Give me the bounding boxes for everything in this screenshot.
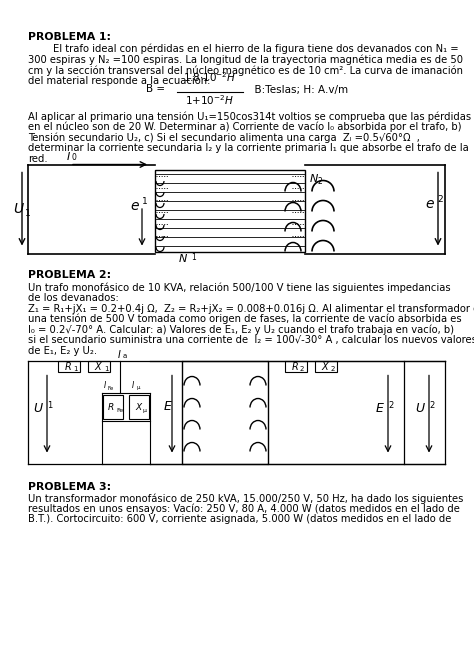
Text: I: I	[104, 381, 106, 391]
Text: U: U	[13, 202, 23, 216]
Text: X: X	[322, 362, 328, 372]
Text: Un trafo monofásico de 10 KVA, relación 500/100 V tiene las siguientes impedanci: Un trafo monofásico de 10 KVA, relación …	[28, 283, 451, 293]
Text: E: E	[376, 403, 384, 415]
Text: resultados en unos ensayos: Vacío: 250 V, 80 A, 4.000 W (datos medidos en el lad: resultados en unos ensayos: Vacío: 250 V…	[28, 504, 460, 515]
Text: I: I	[118, 350, 121, 360]
Text: E: E	[164, 401, 172, 413]
Text: determinar la corriente secundaria I₂ y la corriente primaria I₁ que absorbe el : determinar la corriente secundaria I₂ y …	[28, 143, 469, 153]
Text: N: N	[310, 174, 319, 184]
Text: μ: μ	[143, 408, 147, 413]
Text: 1: 1	[191, 253, 196, 261]
Text: de E₁, E₂ y U₂.: de E₁, E₂ y U₂.	[28, 346, 97, 356]
Text: si el secundario suministra una corriente de  I₂ = 100√-30° A , calcular los nue: si el secundario suministra una corrient…	[28, 335, 474, 345]
Text: PROBLEMA 1:: PROBLEMA 1:	[28, 32, 111, 42]
Text: El trafo ideal con pérdidas en el hierro de la figura tiene dos devanados con N₁: El trafo ideal con pérdidas en el hierro…	[28, 44, 459, 54]
Text: 1: 1	[142, 198, 148, 206]
Text: R: R	[108, 403, 114, 412]
Text: una tensión de 500 V tomada como origen de fases, la corriente de vacío absorbid: una tensión de 500 V tomada como origen …	[28, 314, 462, 324]
Text: I₀ = 0.2√-70° A. Calcular: a) Valores de E₁, E₂ y U₂ cuando el trafo trabaja en : I₀ = 0.2√-70° A. Calcular: a) Valores de…	[28, 324, 454, 335]
Text: e: e	[131, 199, 139, 213]
Text: a: a	[123, 354, 127, 360]
Text: Tensión secundario U₂, c) Si el secundario alimenta una carga  Zₗ =0.5√60°Ω  ,: Tensión secundario U₂, c) Si el secundar…	[28, 133, 420, 143]
Text: Z₁ = R₁+jX₁ = 0.2+0.4j Ω,  Z₂ = R₂+jX₂ = 0.008+0.016j Ω. Al alimentar el transfo: Z₁ = R₁+jX₁ = 0.2+0.4j Ω, Z₂ = R₂+jX₂ = …	[28, 304, 474, 314]
Text: 2: 2	[429, 401, 434, 409]
Text: Fe: Fe	[116, 408, 123, 413]
Text: B:Teslas; H: A.v/m: B:Teslas; H: A.v/m	[248, 84, 348, 94]
Text: 2: 2	[388, 401, 393, 409]
Text: 2: 2	[437, 196, 443, 204]
Text: U: U	[415, 403, 425, 415]
Text: R: R	[64, 362, 72, 372]
Text: N: N	[179, 255, 187, 265]
Text: R: R	[292, 362, 298, 372]
Text: PROBLEMA 2:: PROBLEMA 2:	[28, 271, 111, 281]
Text: I: I	[132, 381, 134, 391]
Text: 1: 1	[104, 366, 109, 372]
Text: X: X	[95, 362, 101, 372]
Text: PROBLEMA 3:: PROBLEMA 3:	[28, 482, 111, 492]
Text: red.: red.	[28, 153, 47, 163]
Text: X: X	[135, 403, 141, 412]
Text: I: I	[67, 153, 70, 163]
Text: U: U	[34, 403, 43, 415]
Text: 2: 2	[318, 177, 323, 186]
Text: 2: 2	[300, 366, 304, 372]
Text: B.T.). Cortocircuito: 600 V, corriente asignada, 5.000 W (datos medidos en el la: B.T.). Cortocircuito: 600 V, corriente a…	[28, 515, 451, 525]
Text: e: e	[426, 197, 434, 211]
Text: B =: B =	[146, 84, 165, 94]
Text: 0: 0	[72, 153, 77, 163]
Text: del material responde a la ecuación:: del material responde a la ecuación:	[28, 76, 210, 86]
Text: en el núcleo son de 20 W. Determinar a) Corriente de vacío I₀ absorbida por el t: en el núcleo son de 20 W. Determinar a) …	[28, 122, 462, 133]
Text: μ: μ	[137, 385, 140, 391]
Text: cm y la sección transversal del núcleo magnético es de 10 cm². La curva de imana: cm y la sección transversal del núcleo m…	[28, 65, 463, 76]
Text: Fe: Fe	[108, 385, 114, 391]
Text: 300 espiras y N₂ =100 espiras. La longitud de la trayectoria magnética media es : 300 espiras y N₂ =100 espiras. La longit…	[28, 54, 463, 65]
Text: Un transformador monofásico de 250 kVA, 15.000/250 V, 50 Hz, ha dado los siguien: Un transformador monofásico de 250 kVA, …	[28, 494, 464, 504]
Text: 2: 2	[331, 366, 336, 372]
Text: 1: 1	[73, 366, 78, 372]
Text: Al aplicar al primario una tensión U₁=150cos314t voltios se comprueba que las pé: Al aplicar al primario una tensión U₁=15…	[28, 111, 471, 122]
Text: de los devanados:: de los devanados:	[28, 293, 119, 303]
Text: 1: 1	[25, 208, 31, 218]
Text: $1.8{\cdot}10^{-2}H$: $1.8{\cdot}10^{-2}H$	[183, 71, 237, 84]
Text: $1{+}10^{-2}H$: $1{+}10^{-2}H$	[185, 94, 235, 107]
Text: 1: 1	[47, 401, 52, 409]
